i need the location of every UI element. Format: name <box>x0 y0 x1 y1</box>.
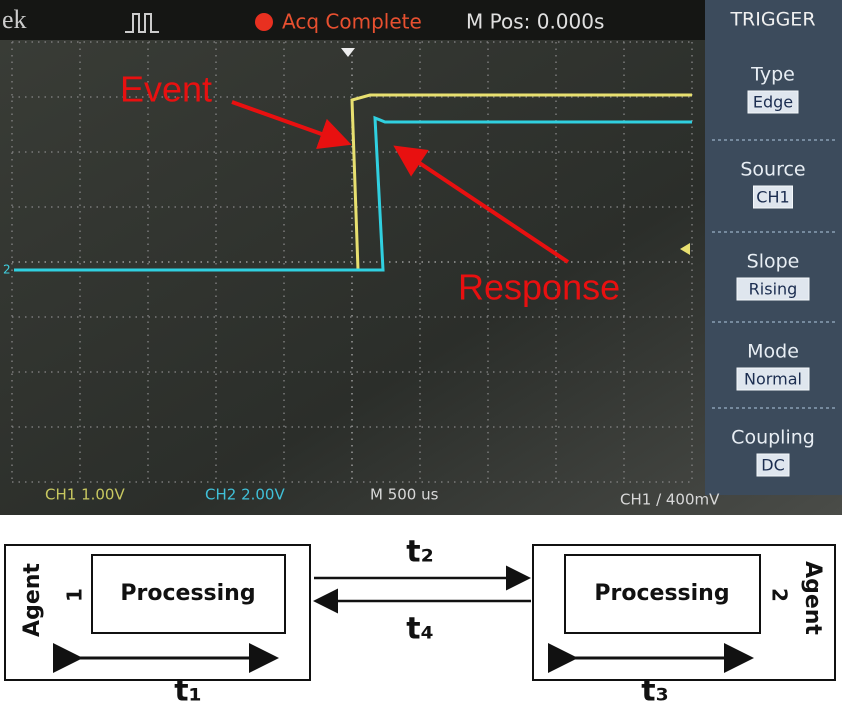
scope-body <box>0 0 842 515</box>
channel-marker: 2 <box>3 263 11 277</box>
process-box <box>564 554 761 634</box>
message-label: t₄ <box>406 612 433 647</box>
event-arrow <box>231 100 352 149</box>
ch2-trace <box>14 115 692 272</box>
ch2-scale: CH2 2.00V <box>205 486 285 504</box>
response-arrow <box>393 145 570 264</box>
agent-label: Agent <box>20 563 45 637</box>
menu-value: Rising <box>749 280 798 299</box>
ch1-scale: CH1 1.00V <box>45 486 125 504</box>
process-label: Processing <box>594 581 729 606</box>
agent-label: Agent <box>800 561 825 635</box>
top-bar <box>0 0 705 40</box>
menu-label: Mode <box>747 341 799 363</box>
menu-value: Normal <box>744 370 802 389</box>
trigger-level-marker <box>680 243 690 255</box>
time-label: t₃ <box>641 674 668 707</box>
trigger-icon <box>125 13 159 33</box>
menu-value-box <box>747 90 799 114</box>
time-label: t₁ <box>174 674 201 707</box>
menu-label: Slope <box>747 251 800 273</box>
message-label: t₂ <box>406 535 433 570</box>
menu-value-box <box>736 277 810 301</box>
menu-label: Source <box>740 159 805 181</box>
menu-value-box <box>736 367 810 391</box>
status-dot <box>255 13 273 31</box>
trigger-pos <box>341 48 355 57</box>
position: M Pos: 0.000s <box>466 10 604 34</box>
response-label: Response <box>458 267 620 308</box>
menu-panel <box>705 0 842 495</box>
menu-value-box <box>753 185 793 209</box>
menu-label: Coupling <box>731 427 815 449</box>
menu-value: Edge <box>753 93 793 112</box>
timebase: M 500 us <box>370 486 439 504</box>
event-label: Event <box>120 69 212 110</box>
trigger-level: CH1 / 400mV <box>620 491 720 509</box>
agent-number: 1 <box>63 588 87 602</box>
menu-value: DC <box>761 456 785 475</box>
status: Acq Complete <box>282 10 422 34</box>
menu-value-box <box>756 453 790 477</box>
graticule <box>11 41 693 483</box>
menu-value: CH1 <box>756 188 789 207</box>
process-label: Processing <box>120 581 255 606</box>
brand: ek <box>2 5 27 34</box>
process-box <box>91 554 286 634</box>
menu: Type Edge Source CH1 Slope Rising Mode Normal Co… <box>712 64 835 477</box>
timing-diagram: Agent 1 Processing t₁ Agent 2 Processing… <box>4 535 836 709</box>
menu-label: Type <box>750 64 795 86</box>
oscilloscope: ek Acq Complete M Pos: 0.000s TRIGGER Ty… <box>0 0 842 515</box>
agent-number: 2 <box>768 588 792 602</box>
menu-title: TRIGGER <box>729 9 815 31</box>
